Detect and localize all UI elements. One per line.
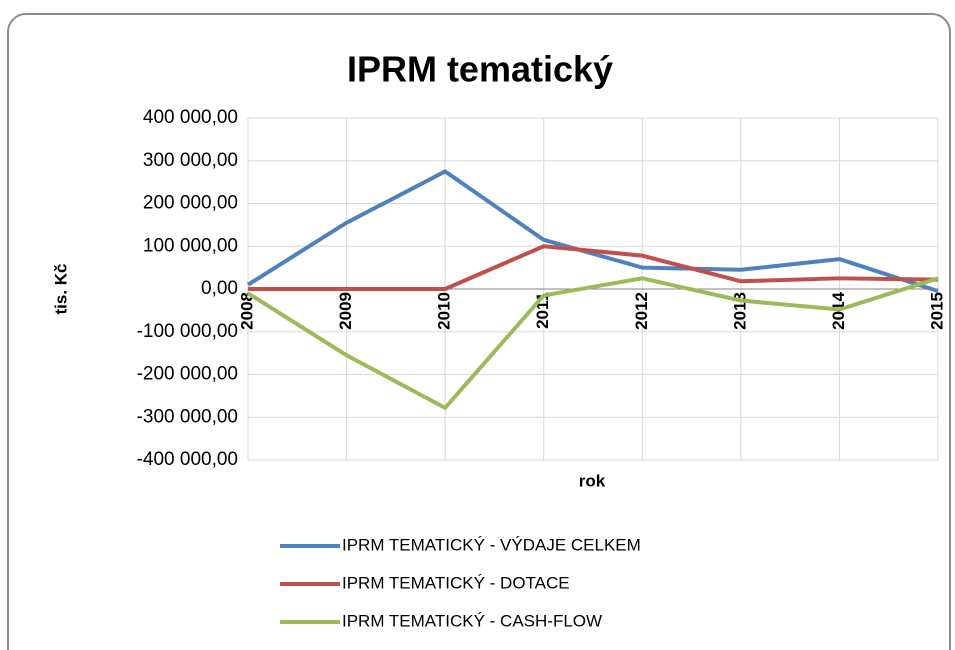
y-tick-label: 300 000,00: [143, 150, 238, 171]
series-line: [246, 276, 939, 410]
y-axis-label: tis. Kč: [51, 263, 70, 314]
x-tick-label: 2010: [435, 292, 454, 330]
y-tick-label: 0,00: [201, 278, 238, 299]
series-line: [248, 244, 939, 291]
x-axis-label: rok: [579, 471, 606, 490]
x-tick-label: 2012: [632, 292, 651, 330]
legend-label: IPRM TEMATICKÝ - CASH-FLOW: [342, 611, 602, 630]
x-tick-label: 2008: [237, 292, 256, 330]
x-tick-label: 2015: [927, 292, 946, 330]
x-tick-label: 2009: [336, 292, 355, 330]
series-line: [246, 169, 939, 294]
legend-label: IPRM TEMATICKÝ - DOTACE: [342, 573, 570, 592]
y-tick-label: 100 000,00: [143, 235, 238, 256]
legend-label: IPRM TEMATICKÝ - VÝDAJE CELKEM: [342, 535, 641, 554]
chart-title: IPRM tematický: [347, 49, 613, 90]
y-tick-label: -300 000,00: [137, 406, 238, 427]
y-tick-label: -400 000,00: [137, 449, 238, 470]
y-tick-label: 400 000,00: [143, 107, 238, 128]
y-tick-label: -200 000,00: [137, 364, 238, 385]
y-tick-label: 200 000,00: [143, 193, 238, 214]
y-tick-label: -100 000,00: [137, 321, 238, 342]
